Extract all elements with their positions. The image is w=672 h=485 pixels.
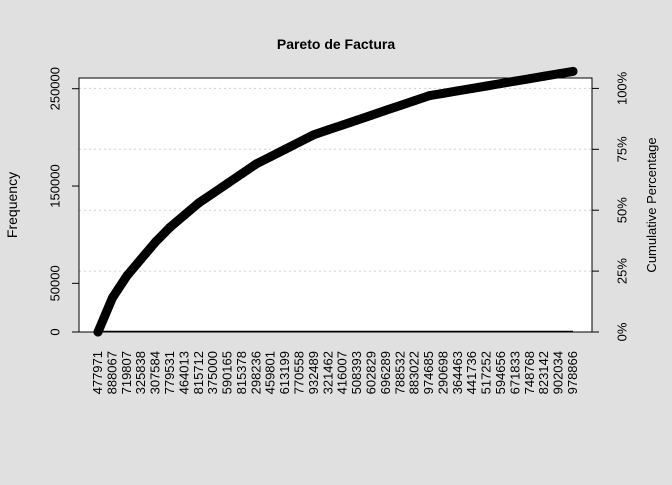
cumulative-point [352,115,362,125]
x-tick-label: 888067 [104,351,119,394]
x-tick-label: 602829 [363,351,378,394]
cumulative-point [554,69,564,79]
cumulative-point [338,120,348,130]
y-tick-label: 0 [47,328,62,335]
cumulative-point [223,178,233,188]
y-axis-label: Frequency [4,172,20,238]
cumulative-point [194,198,204,208]
y-tick-label: 150000 [47,164,62,207]
cumulative-point [496,79,506,89]
cumulative-point [323,125,333,135]
x-tick-label: 477971 [90,351,105,394]
cumulative-point [295,137,305,147]
cumulative-point [424,91,434,101]
plot-background [79,78,592,332]
x-tick-label: 613199 [277,351,292,394]
x-tick-label: 978866 [565,351,580,394]
x-tick-label: 815378 [234,351,249,394]
x-tick-label: 290698 [435,351,450,394]
x-tick-label: 590165 [220,351,235,394]
x-tick-label: 902034 [551,351,566,394]
x-tick-label: 779531 [162,351,177,394]
y2-tick-label: 100% [614,71,629,105]
x-tick-label: 321462 [320,351,335,394]
x-tick-label: 770558 [292,351,307,394]
y2-axis-label: Cumulative Percentage [644,137,659,272]
y2-tick-label: 50% [614,197,629,223]
x-tick-label: 307584 [148,351,163,394]
cumulative-point [251,159,261,169]
x-tick-label: 325838 [133,351,148,394]
x-tick-label: 823142 [536,351,551,394]
cumulative-point [381,105,391,115]
cumulative-point [482,81,492,91]
cumulative-point [395,100,405,110]
cumulative-point [93,327,103,337]
x-tick-label: 974685 [421,351,436,394]
x-tick-label: 696289 [378,351,393,394]
x-tick-label: 298236 [248,351,263,394]
x-tick-label: 464013 [176,351,191,394]
cumulative-point [136,254,146,264]
cumulative-point [237,169,247,179]
y-tick-label: 250000 [47,67,62,110]
cumulative-point [107,293,117,303]
x-tick-label: 508393 [349,351,364,394]
plot-frame [78,77,593,333]
cumulative-point [438,88,448,98]
cumulative-point [165,222,175,232]
x-tick-label: 788532 [392,351,407,394]
cumulative-point [568,66,578,76]
cumulative-point [410,96,420,106]
y-tick-label: 50000 [47,265,62,301]
cumulative-point [453,86,463,96]
x-tick-label: 375000 [205,351,220,394]
y2-tick-label: 25% [614,258,629,284]
cumulative-point [539,71,549,81]
cumulative-point [366,110,376,120]
x-tick-label: 517252 [479,351,494,394]
x-tick-label: 883022 [407,351,422,394]
x-tick-label: 441736 [464,351,479,394]
cumulative-point [122,271,132,281]
x-tick-label: 416007 [335,351,350,394]
cumulative-point [280,144,290,154]
cumulative-point [179,210,189,220]
cumulative-point [510,76,520,86]
x-tick-label: 364463 [450,351,465,394]
cumulative-point [467,83,477,93]
cumulative-point [208,188,218,198]
cumulative-point [151,237,161,247]
cumulative-point [525,74,535,84]
y2-tick-label: 75% [614,136,629,162]
chart-title: Pareto de Factura [277,36,395,52]
x-tick-label: 671833 [507,351,522,394]
cumulative-point [266,152,276,162]
x-tick-label: 594656 [493,351,508,394]
x-tick-label: 719807 [119,351,134,394]
x-tick-label: 932489 [306,351,321,394]
cumulative-line [93,66,578,337]
x-tick-label: 459801 [263,351,278,394]
y2-tick-label: 0% [614,322,629,341]
x-tick-label: 815712 [191,351,206,394]
x-tick-label: 748768 [522,351,537,394]
cumulative-point [309,130,319,140]
